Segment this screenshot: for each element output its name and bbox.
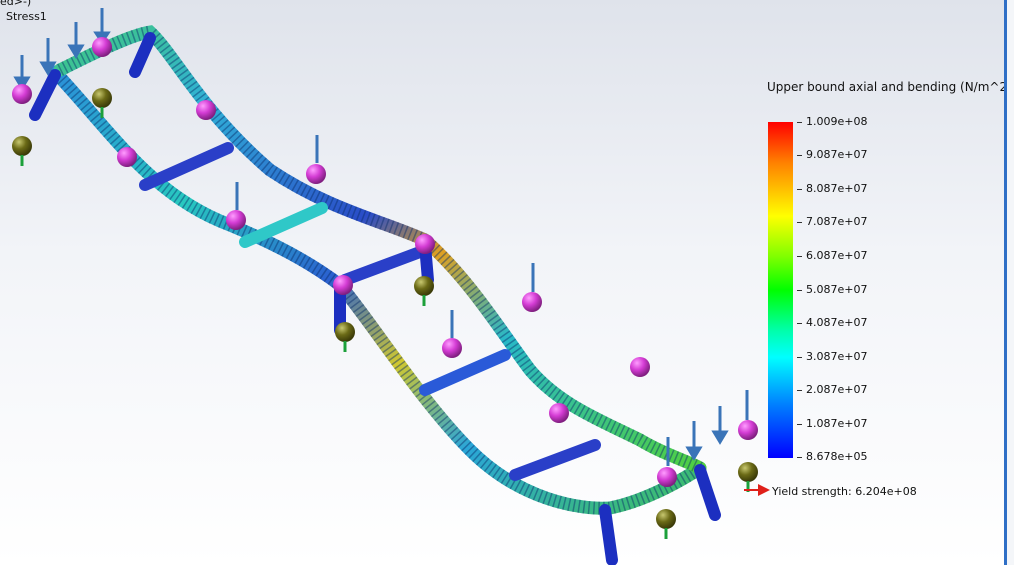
legend-tick-label: 5.087e+07 bbox=[806, 283, 868, 296]
force-marker-icon bbox=[630, 357, 650, 377]
force-marker-icon bbox=[306, 164, 326, 184]
legend-tick-mark bbox=[797, 222, 802, 223]
yield-arrow-icon bbox=[744, 484, 770, 496]
force-marker-icon bbox=[415, 234, 435, 254]
force-marker-icon bbox=[738, 420, 758, 440]
legend-tick-mark bbox=[797, 155, 802, 156]
beam-legs[interactable] bbox=[29, 32, 721, 565]
legend-tick-label: 1.087e+07 bbox=[806, 417, 868, 430]
legend-tick-label: 8.678e+05 bbox=[806, 450, 868, 463]
crossmember bbox=[509, 439, 601, 481]
plot-name-label: Stress1 bbox=[6, 10, 47, 23]
fixture-marker-icon bbox=[656, 509, 676, 539]
legend-tick-label: 3.087e+07 bbox=[806, 350, 868, 363]
yield-strength-label: Yield strength: 6.204e+08 bbox=[772, 485, 917, 498]
viewport-selection-border bbox=[1004, 0, 1007, 565]
force-marker-icon bbox=[92, 37, 112, 57]
crossmember bbox=[139, 142, 234, 191]
force-marker-icon bbox=[333, 275, 353, 295]
study-name-label: ed>-) bbox=[0, 0, 32, 8]
legend-tick-mark bbox=[797, 122, 802, 123]
legend-tick-mark bbox=[797, 424, 802, 425]
legend-tick-mark bbox=[797, 189, 802, 190]
leg bbox=[694, 464, 721, 521]
load-arrow-icon bbox=[39, 38, 57, 76]
force-marker-icon bbox=[226, 210, 246, 230]
beam-rail-back[interactable] bbox=[53, 25, 707, 475]
load-arrow-icon bbox=[711, 406, 729, 445]
force-marker-icon bbox=[442, 338, 462, 358]
legend-tick-label: 4.087e+07 bbox=[806, 316, 868, 329]
leg bbox=[599, 504, 618, 565]
force-marker-icon bbox=[196, 100, 216, 120]
legend-tick-mark bbox=[797, 323, 802, 324]
load-arrows[interactable] bbox=[13, 8, 749, 466]
legend-tick-label: 9.087e+07 bbox=[806, 148, 868, 161]
leg bbox=[29, 69, 61, 121]
legend-tick-mark bbox=[797, 256, 802, 257]
legend-tick-label: 2.087e+07 bbox=[806, 383, 868, 396]
window-gutter bbox=[1007, 0, 1014, 565]
legend-tick-label: 1.009e+08 bbox=[806, 115, 868, 128]
legend-tick-label: 7.087e+07 bbox=[806, 215, 868, 228]
load-arrow-icon bbox=[685, 421, 703, 461]
fixture-marker-icon bbox=[335, 322, 355, 352]
fixture-marker-icon bbox=[414, 276, 434, 306]
load-arrow-icon bbox=[93, 8, 111, 45]
legend-tick-mark bbox=[797, 357, 802, 358]
force-marker-icon bbox=[657, 467, 677, 487]
fixture-marker-icon bbox=[12, 136, 32, 166]
legend-tick-label: 8.087e+07 bbox=[806, 182, 868, 195]
leg bbox=[129, 32, 156, 78]
legend-tick-mark bbox=[797, 457, 802, 458]
legend-tick-mark bbox=[797, 290, 802, 291]
legend-colorbar bbox=[768, 122, 793, 458]
beam-rail-front[interactable] bbox=[48, 65, 707, 515]
fixture-marker-icon bbox=[92, 88, 112, 118]
crossmember bbox=[419, 349, 511, 396]
legend-tick-mark bbox=[797, 390, 802, 391]
force-marker-icon bbox=[522, 292, 542, 312]
force-markers[interactable] bbox=[12, 37, 758, 487]
force-marker-icon bbox=[549, 403, 569, 423]
force-marker-icon bbox=[117, 147, 137, 167]
crossmember bbox=[339, 246, 426, 286]
force-marker-icon bbox=[12, 84, 32, 104]
beam-crossmembers[interactable] bbox=[139, 142, 601, 481]
legend-title: Upper bound axial and bending (N/m^2) bbox=[767, 80, 1004, 94]
load-arrow-icon bbox=[67, 22, 85, 59]
legend-tick-label: 6.087e+07 bbox=[806, 249, 868, 262]
crossmember bbox=[239, 202, 328, 248]
fixture-markers[interactable] bbox=[12, 88, 758, 539]
load-arrow-icon bbox=[13, 55, 31, 91]
